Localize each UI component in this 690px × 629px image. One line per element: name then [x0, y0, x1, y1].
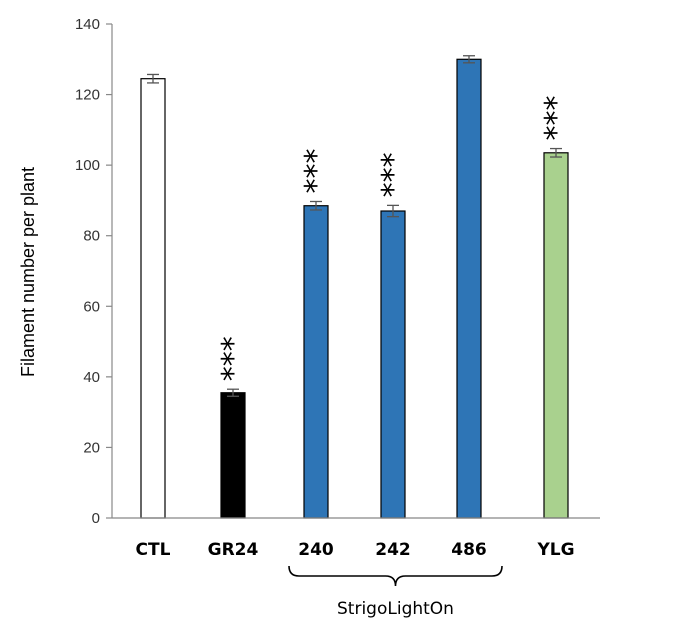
- significance-marker-240: ***: [299, 148, 334, 193]
- group-brace: [288, 565, 503, 587]
- y-tick-label: 60: [83, 298, 100, 315]
- bar-ctl: [140, 78, 166, 519]
- y-tick-label: 20: [83, 439, 100, 456]
- bar-242: [380, 210, 406, 519]
- category-labels: CTL GR24 240 242 486 YLG: [136, 540, 575, 560]
- category-label-ylg: YLG: [536, 540, 574, 560]
- bar-486: [456, 58, 482, 519]
- category-label-486: 486: [451, 540, 487, 560]
- y-tick-label: 40: [83, 369, 100, 386]
- significance-marker-242: ***: [376, 152, 411, 197]
- significance-marker-gr24: ***: [216, 336, 251, 381]
- bar-240: [303, 205, 329, 519]
- error-bars: [147, 55, 562, 397]
- error-bar-ylg: [550, 147, 562, 158]
- bars: [140, 58, 569, 519]
- category-label-ctl: CTL: [136, 540, 171, 560]
- y-tick-label: 0: [92, 510, 100, 527]
- y-tick-label: 80: [83, 228, 100, 245]
- y-tick-label: 100: [75, 157, 100, 174]
- category-label-240: 240: [298, 540, 334, 560]
- error-bar-gr24: [227, 388, 239, 397]
- group-label: StrigoLightOn: [337, 599, 454, 619]
- error-bar-ctl: [147, 73, 159, 84]
- significance-marker-ylg: ***: [539, 96, 574, 141]
- error-bar-486: [463, 55, 475, 64]
- category-label-242: 242: [375, 540, 411, 560]
- bar-gr24: [220, 392, 246, 519]
- category-label-gr24: GR24: [208, 540, 259, 560]
- error-bar-242: [387, 204, 399, 218]
- y-axis-title: Filament number per plant: [18, 167, 38, 377]
- bar-ylg: [543, 152, 569, 519]
- significance-markers: *** *** *** ***: [216, 96, 574, 382]
- y-tick-label: 140: [75, 16, 100, 33]
- error-bar-240: [310, 200, 322, 211]
- y-axis-ticks: 0 20 40 60 80 100 120 140: [75, 16, 112, 527]
- y-tick-label: 120: [75, 87, 100, 104]
